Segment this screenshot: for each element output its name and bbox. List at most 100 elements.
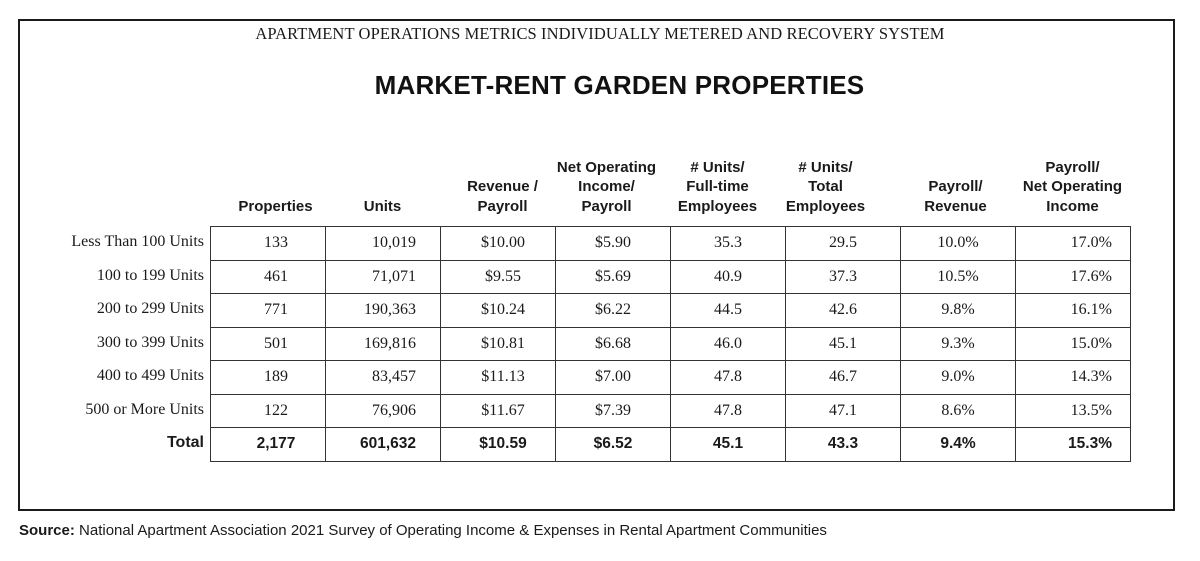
column-header-5: # Units/Full-time Employees [660, 158, 775, 217]
column-header-line: # Units/ [798, 158, 853, 176]
column-header-6: # Units/Total Employees [768, 158, 883, 217]
table-cell: 16.1% [1015, 293, 1131, 328]
table-cell: 17.0% [1015, 226, 1131, 261]
table-cell: 45.1 [670, 427, 786, 462]
column-header-7: Payroll/Revenue [898, 177, 1013, 216]
row-label: 500 or More Units [85, 400, 204, 418]
table-cell: 29.5 [785, 226, 901, 261]
table-cell: $7.39 [555, 393, 671, 428]
table-cell: 13.5% [1015, 393, 1131, 428]
table-cell: $5.69 [555, 259, 671, 294]
row-label: 200 to 299 Units [96, 300, 204, 317]
table-cell: $11.13 [440, 360, 556, 395]
data-table: 133 10,019 $10.00 $5.90 35.3 29.5 10.0% 17.0% 46… [210, 226, 1131, 462]
table-cell: $10.81 [440, 326, 556, 361]
row-label: 300 to 399 Units [96, 333, 204, 351]
table-cell: 601,632 [325, 427, 441, 462]
table-cell: 15.3% [1015, 427, 1131, 462]
table-cell: $7.00 [555, 360, 671, 395]
table-title: MARKET-RENT GARDEN PROPERTIES [374, 70, 865, 100]
row-label: Less Than 100 Units [71, 233, 204, 250]
table-cell: 45.1 [785, 326, 901, 361]
column-header-8: Payroll/Net Operating Income [1015, 158, 1130, 217]
column-header-2: Units [325, 197, 440, 217]
table-cell: 15.0% [1015, 326, 1131, 361]
column-header-line: Employees [785, 197, 866, 215]
table-row: 501 169,816 $10.81 $6.68 46.0 45.1 9.3% 15.0% [210, 326, 1131, 361]
row-label: 100 to 199 Units [96, 266, 204, 284]
table-cell: 76,906 [325, 393, 441, 428]
table-cell: 71,071 [325, 259, 441, 294]
table-cell: $5.90 [555, 226, 671, 261]
table-cell: $10.24 [440, 293, 556, 328]
source-note: Source: National Apartment Association 2… [19, 522, 827, 539]
table-cell: 9.3% [900, 326, 1016, 361]
table-cell: 40.9 [670, 259, 786, 294]
table-cell: 35.3 [670, 226, 786, 261]
table-cell: 47.1 [785, 393, 901, 428]
total-row: 2,177 601,632 $10.59 $6.52 45.1 43.3 9.4% 15.3% [210, 427, 1131, 462]
table-cell: 10,019 [325, 226, 441, 261]
column-header-line: Income/ [578, 178, 635, 195]
table-row: 189 83,457 $11.13 $7.00 47.8 46.7 9.0% 14.3% [210, 360, 1131, 395]
column-header-line: Income [1046, 197, 1099, 215]
table-cell: 2,177 [210, 427, 326, 462]
column-header-line: Net Operating [556, 158, 657, 176]
table-row: 461 71,071 $9.55 $5.69 40.9 37.3 10.5% 17.6% [210, 259, 1131, 294]
column-header-line: Employees [677, 197, 758, 215]
table-cell: $10.00 [440, 226, 556, 261]
table-cell: 46.0 [670, 326, 786, 361]
column-header-line: Units [363, 197, 402, 215]
column-header-4: Net Operating Income/Payroll [549, 158, 664, 217]
table-cell: 133 [210, 226, 326, 261]
column-header-line: Revenue [924, 197, 987, 215]
row-label: 400 to 499 Units [96, 367, 204, 384]
total-row-label: Total [166, 434, 204, 451]
column-header-line: Payroll/ [928, 178, 983, 195]
table-cell: 501 [210, 326, 326, 361]
table-row: 133 10,019 $10.00 $5.90 35.3 29.5 10.0% 17.0% [210, 226, 1131, 261]
table-cell: $6.22 [555, 293, 671, 328]
column-header-1: Properties [218, 197, 333, 217]
table-cell: 10.5% [900, 259, 1016, 294]
table-cell: $10.59 [440, 427, 556, 462]
column-header-line: Revenue / [467, 178, 538, 195]
table-cell: 771 [210, 293, 326, 328]
table-cell: 190,363 [325, 293, 441, 328]
column-header-line: Properties [238, 197, 313, 215]
table-cell: 9.4% [900, 427, 1016, 462]
table-cell: $11.67 [440, 393, 556, 428]
column-header-line: Payroll [581, 197, 632, 215]
table-cell: 47.8 [670, 393, 786, 428]
table-cell: 122 [210, 393, 326, 428]
table-cell: 44.5 [670, 293, 786, 328]
table-row: 771 190,363 $10.24 $6.22 44.5 42.6 9.8% 16.1% [210, 293, 1131, 328]
table-cell: 8.6% [900, 393, 1016, 428]
column-header-line: Total [808, 178, 843, 195]
source-label: Source: [19, 522, 75, 539]
column-header-line: Net Operating [1022, 178, 1123, 195]
table-frame [18, 19, 1175, 511]
table-cell: 46.7 [785, 360, 901, 395]
table-cell: $9.55 [440, 259, 556, 294]
column-header-line: # Units/ [690, 158, 745, 176]
table-cell: 47.8 [670, 360, 786, 395]
table-cell: 43.3 [785, 427, 901, 462]
table-cell: 461 [210, 259, 326, 294]
table-cell: 10.0% [900, 226, 1016, 261]
table-cell: $6.68 [555, 326, 671, 361]
table-subtitle: APARTMENT OPERATIONS METRICS INDIVIDUALL… [255, 24, 945, 43]
table-cell: 9.0% [900, 360, 1016, 395]
table-cell: 189 [210, 360, 326, 395]
table-cell: 14.3% [1015, 360, 1131, 395]
column-header-line: Payroll [477, 197, 528, 215]
table-cell: 42.6 [785, 293, 901, 328]
source-text: National Apartment Association 2021 Surv… [74, 522, 827, 539]
column-header-line: Full-time [686, 178, 749, 195]
table-cell: 17.6% [1015, 259, 1131, 294]
table-cell: 9.8% [900, 293, 1016, 328]
column-header-line: Payroll/ [1045, 158, 1100, 176]
table-row: 122 76,906 $11.67 $7.39 47.8 47.1 8.6% 13.5% [210, 393, 1131, 428]
column-header-3: Revenue / Payroll [445, 177, 560, 216]
table-cell: $6.52 [555, 427, 671, 462]
